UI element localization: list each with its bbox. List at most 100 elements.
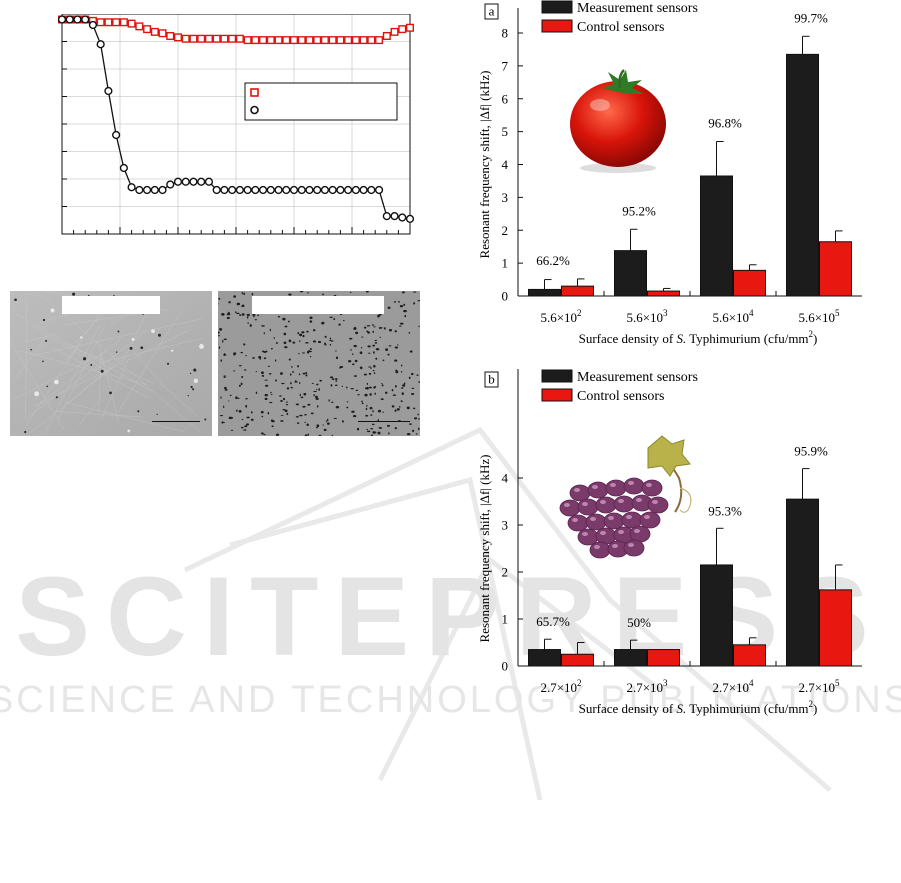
percent-annotation: 95.2% bbox=[622, 203, 656, 218]
sem-particle bbox=[394, 330, 397, 333]
sem-scratch bbox=[118, 311, 181, 412]
sem-image-left bbox=[10, 291, 212, 436]
sem-particle bbox=[361, 400, 363, 403]
sem-bright-spot bbox=[79, 336, 83, 339]
sem-particle bbox=[109, 391, 112, 395]
sem-particle bbox=[361, 402, 364, 405]
legend-swatch-red-square bbox=[250, 88, 259, 97]
sem-particle bbox=[245, 404, 248, 408]
sem-bright-spot bbox=[54, 379, 59, 385]
sem-particle bbox=[313, 390, 317, 393]
sem-particle bbox=[350, 349, 352, 351]
sem-particle bbox=[375, 357, 378, 360]
bar-chart-b: 0 1 2 3 4 Resonant frequency shift, |Δf| (kHz… bbox=[477, 369, 862, 716]
sem-particle bbox=[238, 365, 242, 367]
grape-leaf bbox=[647, 435, 691, 477]
sem-particle bbox=[220, 359, 223, 362]
sem-particle bbox=[274, 359, 277, 362]
grape-berry-highlight bbox=[590, 517, 596, 521]
grape-tendril bbox=[679, 487, 692, 513]
sem-particle bbox=[394, 346, 399, 349]
bar-chart-a: 0 1 2 3 4 5 6 7 8 Resonant frequency shift, |Δf| … bbox=[477, 0, 862, 346]
y-axis-label: Resonant frequency shift, |Δf| (kHz) bbox=[477, 455, 492, 643]
sem-particle bbox=[219, 327, 223, 331]
sem-particle bbox=[280, 400, 283, 402]
sem-particle bbox=[221, 421, 226, 423]
data-point-square bbox=[228, 34, 237, 43]
percent-annotation: 99.7% bbox=[794, 10, 828, 25]
sem-particle bbox=[299, 393, 301, 397]
grape-berry bbox=[641, 479, 663, 497]
data-point-circle bbox=[73, 15, 82, 24]
data-point-circle bbox=[266, 185, 275, 195]
data-point-square bbox=[344, 36, 353, 45]
legend-label-measurement: Measurement sensors bbox=[577, 1, 698, 16]
sem-bright-spot bbox=[131, 337, 135, 341]
sem-particle bbox=[189, 372, 192, 375]
sem-particle bbox=[404, 314, 407, 318]
sem-particle bbox=[269, 401, 273, 404]
sem-particle bbox=[370, 414, 373, 416]
sem-particle bbox=[295, 380, 297, 383]
sem-particle bbox=[398, 325, 402, 327]
data-point-square bbox=[112, 18, 121, 27]
y-tick-label: 6 bbox=[502, 91, 509, 106]
grape-berry-highlight bbox=[612, 544, 618, 548]
sem-particle bbox=[338, 323, 341, 326]
sem-particle bbox=[412, 407, 416, 410]
sem-particle bbox=[308, 350, 312, 353]
sem-particle bbox=[299, 414, 303, 417]
grape-berry-highlight bbox=[628, 481, 634, 485]
sem-particle bbox=[30, 348, 33, 351]
sem-label-left bbox=[62, 296, 160, 314]
data-point-square bbox=[166, 32, 175, 41]
data-point-circle bbox=[204, 177, 214, 186]
grape-berry-highlight bbox=[582, 532, 588, 536]
sem-particle bbox=[403, 309, 407, 313]
sem-particle bbox=[219, 415, 224, 417]
sem-particle bbox=[373, 372, 376, 374]
percent-annotation: 66.2% bbox=[536, 253, 570, 268]
sem-particle bbox=[399, 322, 404, 325]
sem-label-right bbox=[252, 296, 384, 314]
sem-particle bbox=[410, 372, 414, 376]
data-point-circle bbox=[88, 20, 98, 30]
sem-particle bbox=[374, 342, 378, 344]
data-point-square bbox=[143, 25, 152, 34]
y-tick-label: 8 bbox=[502, 26, 509, 41]
grape-berry-highlight bbox=[600, 531, 606, 535]
legend-swatch-control bbox=[541, 388, 573, 402]
sem-particle bbox=[383, 327, 386, 330]
bar-measurement bbox=[786, 498, 819, 667]
sem-particle bbox=[261, 415, 264, 418]
data-point-square bbox=[212, 34, 221, 43]
data-point-square bbox=[266, 36, 275, 45]
sem-particle bbox=[270, 393, 273, 395]
sem-particle bbox=[218, 334, 220, 337]
sem-particle bbox=[287, 320, 290, 323]
sem-particle bbox=[14, 298, 17, 302]
sem-particle bbox=[371, 423, 375, 426]
sem-particle bbox=[355, 389, 359, 392]
data-point-circle bbox=[212, 185, 221, 195]
sem-scale-bar-left bbox=[152, 421, 200, 422]
sem-particle bbox=[277, 315, 281, 318]
sem-particle bbox=[246, 416, 250, 419]
sem-particle bbox=[402, 384, 406, 387]
sem-scratch bbox=[57, 325, 106, 420]
sem-particle bbox=[330, 340, 334, 342]
sem-particle bbox=[329, 339, 332, 341]
x-axis-label: Surface density of S. Typhimurium (cfu/m… bbox=[579, 699, 818, 716]
sem-particle bbox=[240, 351, 244, 354]
sem-particle bbox=[394, 359, 398, 362]
sem-particle bbox=[319, 379, 322, 382]
sem-particle bbox=[335, 356, 339, 360]
panel-label: b bbox=[488, 372, 495, 387]
x-axis-label: Surface density of S. Typhimurium (cfu/m… bbox=[579, 329, 818, 346]
sem-particle bbox=[187, 395, 189, 397]
grape-berry-highlight bbox=[574, 488, 580, 492]
sem-particle bbox=[218, 303, 219, 305]
sem-particle bbox=[408, 332, 411, 334]
sem-particle bbox=[288, 358, 291, 361]
sem-particle bbox=[270, 419, 274, 422]
